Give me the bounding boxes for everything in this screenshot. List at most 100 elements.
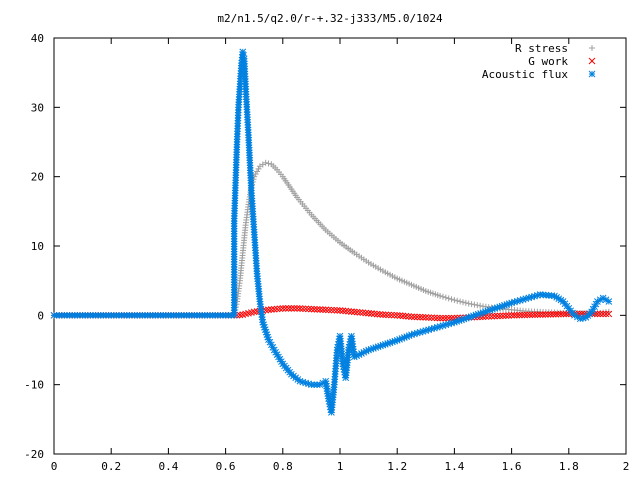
data-point (255, 165, 262, 172)
legend-marker (588, 70, 596, 78)
data-point (325, 306, 332, 314)
data-point (442, 294, 449, 301)
data-point (521, 311, 528, 319)
data-point (557, 310, 565, 318)
legend-label: R stress (515, 42, 568, 55)
data-point (254, 168, 261, 175)
data-point (437, 292, 444, 299)
data-point (413, 313, 421, 321)
y-tick-label: 40 (31, 32, 44, 45)
data-point (602, 310, 610, 318)
data-point (308, 305, 315, 313)
data-point (513, 311, 521, 319)
data-point (536, 311, 544, 318)
x-tick-label: 1.4 (444, 460, 464, 473)
data-point (273, 305, 281, 313)
data-point (262, 159, 269, 166)
data-point (350, 308, 358, 316)
y-tick-label: -10 (24, 379, 44, 392)
series-r-stress (51, 159, 612, 319)
data-point (544, 311, 552, 318)
data-point (268, 341, 275, 349)
data-point (348, 308, 355, 315)
data-point (405, 313, 412, 320)
data-point (282, 305, 290, 312)
data-point (250, 308, 258, 316)
x-tick-label: 1.2 (387, 460, 407, 473)
data-point (425, 314, 433, 321)
data-point (419, 313, 427, 321)
data-point (333, 306, 341, 314)
y-tick-label: 30 (31, 101, 44, 114)
data-point (488, 312, 495, 320)
plot-frame (53, 37, 627, 455)
legend-label: G work (528, 55, 568, 68)
data-point (390, 311, 398, 319)
data-point (499, 312, 507, 320)
data-point (510, 311, 518, 319)
data-point (376, 311, 384, 318)
data-point (518, 311, 526, 319)
data-point (529, 311, 536, 319)
x-tick-label: 0.2 (101, 460, 121, 473)
data-point (316, 381, 324, 389)
data-point (542, 311, 549, 318)
data-point (457, 298, 464, 305)
data-point (411, 313, 418, 321)
data-point (445, 295, 452, 302)
data-point (474, 302, 481, 309)
x-tick-label: 1.6 (502, 460, 522, 473)
chart-title: m2/n1.5/q2.0/r-+.32-j333/M5.0/1024 (217, 12, 443, 25)
data-point (439, 293, 446, 300)
data-point (459, 299, 466, 306)
data-point (445, 314, 453, 322)
data-point (305, 305, 312, 313)
data-point (531, 311, 539, 319)
data-point (431, 314, 438, 322)
data-point (313, 306, 321, 313)
y-tick-label: 20 (31, 171, 44, 184)
data-point (265, 160, 272, 167)
data-point (370, 310, 378, 318)
data-point (356, 309, 364, 316)
data-point (296, 305, 304, 312)
data-point (462, 299, 469, 306)
data-point (299, 305, 307, 313)
data-point (328, 306, 335, 314)
data-point (549, 310, 557, 318)
data-point (436, 314, 444, 322)
data-point (265, 336, 272, 343)
data-point (555, 310, 562, 318)
data-point (605, 298, 613, 305)
data-point (293, 305, 301, 312)
data-point (439, 314, 447, 322)
data-point (465, 300, 472, 307)
data-point (471, 301, 478, 308)
data-point (408, 313, 415, 321)
data-point (402, 312, 410, 320)
x-tick-label: 0 (51, 460, 58, 473)
data-point (422, 314, 430, 321)
data-point (362, 309, 370, 317)
data-point (454, 297, 461, 304)
data-point (399, 312, 407, 320)
data-point (442, 314, 450, 322)
x-tick-label: 1.8 (559, 460, 579, 473)
data-point (493, 312, 501, 320)
y-tick-label: 0 (37, 309, 44, 322)
x-tick-label: 2 (623, 460, 630, 473)
data-point (596, 310, 604, 318)
data-point (502, 312, 510, 319)
data-point (539, 311, 547, 318)
data-point (382, 311, 390, 319)
x-tick-label: 0.6 (216, 460, 236, 473)
series-acoustic-flux (50, 48, 613, 416)
data-point (345, 307, 352, 315)
data-point (353, 308, 361, 316)
data-point (491, 312, 498, 320)
data-point (388, 311, 395, 319)
data-point (562, 310, 570, 318)
data-point (302, 305, 310, 313)
